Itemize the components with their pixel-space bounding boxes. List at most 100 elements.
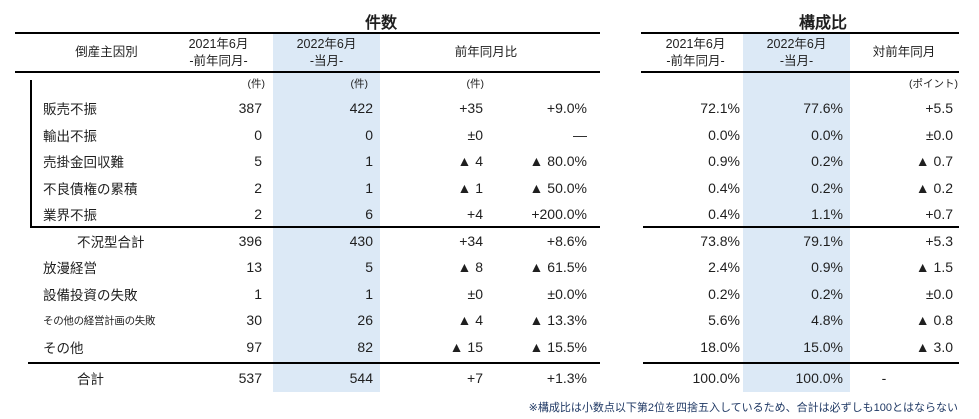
table-row-lax-management: 放漫経営 13 5 ▲ 8 ▲ 61.5% 2.4% 0.9% ▲ 1.5	[0, 254, 958, 281]
header-counts-current: 2022年6月 -当月-	[273, 36, 380, 69]
cell-diff: +4	[467, 206, 483, 223]
cell-count-prev: 30	[246, 312, 262, 329]
header-yoy: 前年同月比	[454, 45, 518, 60]
header-counts-prev-year-line1: 2021年6月	[188, 37, 249, 52]
table-row-bad-debt: 不良債権の累積 2 1 ▲ 1 ▲ 50.0% 0.4% 0.2% ▲ 0.2	[0, 175, 958, 202]
cell-diff: +7	[467, 369, 483, 386]
section-title-composition: 構成比	[798, 15, 847, 32]
cell-ratio-diff: +5.5	[925, 100, 953, 117]
header-counts-prev-year-line2: -前年同月-	[189, 53, 248, 68]
cell-ratio-diff: ▲ 0.8	[915, 312, 953, 329]
cell-diff-pct: ▲ 61.5%	[529, 259, 587, 276]
cell-count-prev: 97	[246, 338, 262, 355]
header-ratio-current-line1: 2022年6月	[766, 37, 827, 52]
cell-diff-pct: ▲ 13.3%	[529, 312, 587, 329]
row-label: 販売不振	[43, 102, 97, 118]
row-label: 合計	[77, 371, 104, 387]
unit-cases-diff: (件)	[466, 78, 485, 90]
cell-count-current: 26	[357, 312, 373, 329]
header-ratio-current: 2022年6月 -当月-	[743, 36, 850, 69]
unit-cases-prev: (件)	[247, 78, 266, 90]
cell-count-current: 1	[365, 179, 373, 196]
rule-above-total-left	[28, 361, 600, 364]
table-row-industry-slump: 業界不振 2 6 +4 +200.0% 0.4% 1.1% +0.7	[0, 201, 958, 228]
cell-ratio-diff: ▲ 0.7	[915, 153, 953, 170]
cell-diff: ±0	[467, 285, 483, 302]
cell-count-prev: 13	[246, 259, 262, 276]
table-row-receivables-collection: 売掛金回収難 5 1 ▲ 4 ▲ 80.0% 0.9% 0.2% ▲ 0.7	[0, 148, 958, 175]
row-label: 放漫経営	[43, 261, 97, 277]
header-ratio-prev-year-line1: 2021年6月	[665, 37, 726, 52]
cell-diff-pct: +8.6%	[546, 232, 587, 249]
cell-count-prev: 0	[254, 126, 262, 143]
cell-ratio-current: 79.1%	[803, 232, 843, 249]
row-label: 不況型合計	[77, 234, 145, 250]
cell-ratio-diff: ±0.0	[925, 285, 953, 302]
cell-ratio-prev: 18.0%	[700, 338, 740, 355]
cell-ratio-current: 0.2%	[811, 285, 843, 302]
row-label: 業界不振	[43, 208, 97, 224]
table-header-row: 倒産主因別 2021年6月 -前年同月- 2022年6月 -当月- 前年同月比 …	[0, 33, 958, 72]
cell-ratio-prev: 100.0%	[692, 369, 740, 386]
rule-under-header-right	[641, 71, 959, 73]
cell-ratio-current: 77.6%	[803, 100, 843, 117]
cell-ratio-current: 0.2%	[811, 179, 843, 196]
cell-ratio-diff: ▲ 0.2	[915, 179, 953, 196]
unit-points: (ポイント)	[909, 78, 958, 90]
cell-count-prev: 2	[254, 206, 262, 223]
cell-ratio-prev: 2.4%	[708, 259, 740, 276]
cell-diff: +35	[459, 100, 483, 117]
cell-diff: ▲ 4	[457, 153, 483, 170]
cell-ratio-current: 0.2%	[811, 153, 843, 170]
cell-count-prev: 1	[254, 285, 262, 302]
cell-count-current: 0	[365, 126, 373, 143]
header-counts-current-line1: 2022年6月	[296, 37, 357, 52]
cell-ratio-diff: -	[881, 369, 887, 386]
cell-diff: ±0	[467, 126, 483, 143]
cell-diff-pct: ▲ 80.0%	[529, 153, 587, 170]
cell-diff-pct: ▲ 50.0%	[529, 179, 587, 196]
table-row-sales-slump: 販売不振 387 422 +35 +9.0% 72.1% 77.6% +5.5	[0, 95, 958, 122]
cell-ratio-diff: ±0.0	[925, 126, 953, 143]
row-label: 輸出不振	[43, 128, 97, 144]
cell-count-current: 1	[365, 153, 373, 170]
cell-count-current: 5	[365, 259, 373, 276]
row-label: 売掛金回収難	[43, 155, 124, 171]
cell-diff: +34	[459, 232, 483, 249]
rule-under-counts-title	[15, 32, 600, 34]
table-row-grand-total: 合計 537 544 +7 +1.3% 100.0% 100.0% -	[0, 363, 958, 392]
highlight-column-current-counts	[273, 33, 380, 392]
recession-group-bracket	[30, 80, 32, 227]
footnote: ※構成比は小数点以下第2位を四捨五入しているため、合計は必ずしも100とはならな…	[528, 402, 958, 414]
cell-count-current: 544	[349, 369, 373, 386]
row-label: 不良債権の累積	[43, 181, 138, 197]
header-counts-prev-year: 2021年6月 -前年同月-	[170, 36, 267, 69]
cell-count-current: 6	[365, 206, 373, 223]
cell-diff-pct: +200.0%	[531, 206, 587, 223]
header-ratio-prev-year: 2021年6月 -前年同月-	[648, 36, 743, 69]
cell-count-current: 82	[357, 338, 373, 355]
table-row-recession-type-subtotal: 不況型合計 396 430 +34 +8.6% 73.8% 79.1% +5.3	[0, 228, 958, 255]
cell-count-prev: 387	[238, 100, 262, 117]
cell-ratio-prev: 0.9%	[708, 153, 740, 170]
row-label: 設備投資の失敗	[43, 287, 138, 303]
cell-ratio-current: 4.8%	[811, 312, 843, 329]
cell-ratio-diff: ▲ 1.5	[915, 259, 953, 276]
rule-under-header-left	[15, 71, 600, 73]
cell-ratio-prev: 73.8%	[700, 232, 740, 249]
cell-ratio-diff: +0.7	[925, 206, 953, 223]
rule-above-total-right	[643, 361, 959, 364]
bankruptcy-cause-table: 倒産主因別 2021年6月 -前年同月- 2022年6月 -当月- 前年同月比 …	[0, 33, 958, 392]
table-row-other-plan-failure: その他の経営計画の失敗 30 26 ▲ 4 ▲ 13.3% 5.6% 4.8% …	[0, 307, 958, 334]
row-label: その他	[43, 340, 84, 356]
highlight-column-current-ratio	[743, 33, 850, 392]
cell-diff: ▲ 8	[457, 259, 483, 276]
section-title-counts: 件数	[364, 15, 397, 32]
cell-diff-pct: +1.3%	[546, 369, 587, 386]
cell-ratio-current: 15.0%	[803, 338, 843, 355]
cell-count-prev: 396	[238, 232, 262, 249]
cell-ratio-prev: 0.0%	[708, 126, 740, 143]
header-counts-current-line2: -当月-	[309, 53, 344, 68]
cell-diff-pct: —	[573, 126, 587, 143]
cell-count-current: 430	[349, 232, 373, 249]
